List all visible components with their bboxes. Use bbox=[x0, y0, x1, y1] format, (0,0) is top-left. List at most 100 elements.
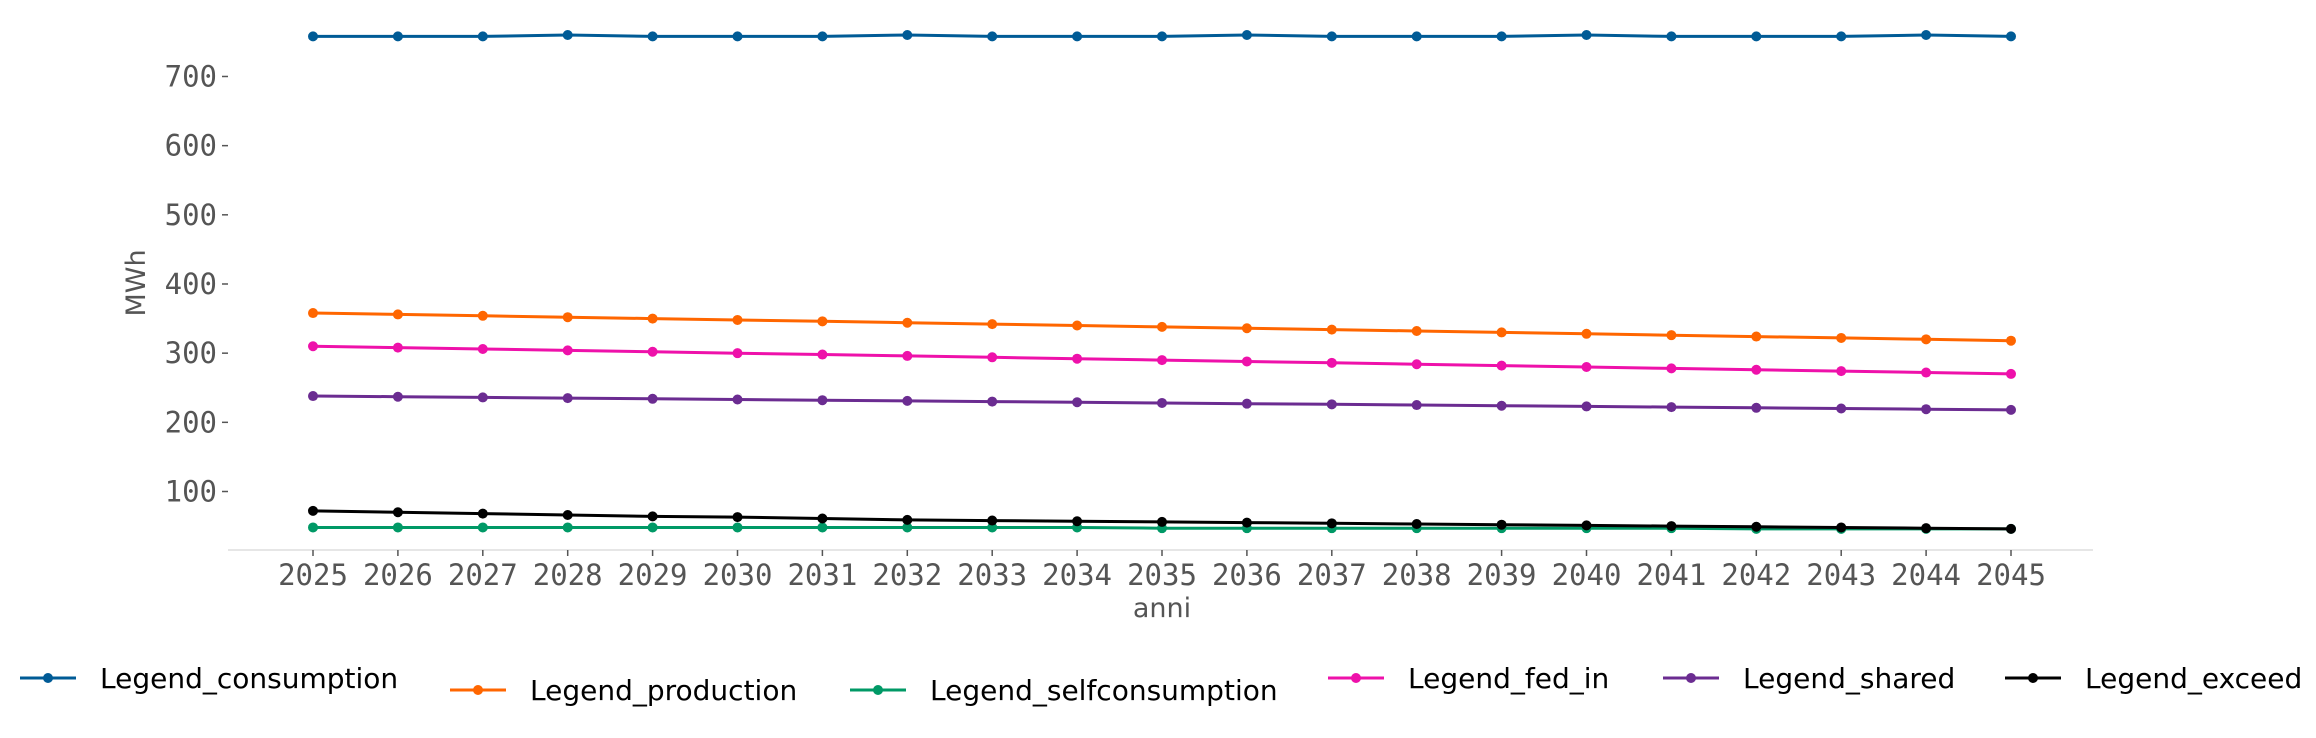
data-point bbox=[1326, 357, 1337, 368]
x-tick-label: 2042 bbox=[1721, 558, 1791, 592]
series-Legend_consumption bbox=[308, 29, 2016, 42]
data-point bbox=[1581, 401, 1592, 412]
data-point bbox=[1241, 398, 1252, 409]
series-Legend_shared bbox=[308, 391, 2016, 415]
data-point bbox=[1241, 29, 1252, 40]
data-point bbox=[1836, 366, 1847, 377]
series-Legend_fed_in bbox=[308, 341, 2016, 379]
data-point bbox=[477, 392, 488, 403]
x-tick-label: 2038 bbox=[1382, 558, 1452, 592]
data-point bbox=[732, 31, 743, 42]
data-point bbox=[2006, 368, 2016, 379]
legend: Legend_consumption Legend_production Legen… bbox=[20, 662, 2302, 707]
legend-label: Legend_shared bbox=[1743, 662, 1955, 695]
data-point bbox=[1666, 330, 1677, 341]
data-point bbox=[1326, 31, 1337, 42]
series-Legend_selfconsumption bbox=[308, 522, 2016, 534]
data-point bbox=[1751, 364, 1762, 375]
data-point bbox=[902, 29, 913, 40]
x-tick-label: 2044 bbox=[1891, 558, 1961, 592]
y-tick-label: 400 bbox=[165, 267, 217, 301]
legend-swatch-marker bbox=[1351, 673, 1361, 683]
data-point bbox=[1581, 29, 1592, 40]
x-tick-label: 2043 bbox=[1806, 558, 1876, 592]
data-point bbox=[1921, 404, 1932, 415]
data-point bbox=[392, 391, 403, 402]
data-point bbox=[987, 31, 998, 42]
data-point bbox=[562, 312, 573, 323]
x-tick-label: 2028 bbox=[533, 558, 603, 592]
legend-item: Legend_production bbox=[450, 674, 797, 707]
data-point bbox=[902, 350, 913, 361]
data-point bbox=[1157, 31, 1167, 42]
data-point bbox=[562, 29, 573, 40]
data-point bbox=[987, 352, 998, 363]
y-tick-label: 200 bbox=[165, 405, 217, 439]
data-point bbox=[902, 514, 913, 525]
series-Legend_exceed bbox=[308, 505, 2016, 534]
data-point bbox=[1157, 355, 1167, 366]
y-axis-label: MWh bbox=[121, 249, 152, 316]
data-point bbox=[1157, 516, 1167, 527]
data-point bbox=[817, 316, 828, 327]
data-point bbox=[1326, 324, 1337, 335]
data-point bbox=[308, 31, 318, 42]
data-point bbox=[1666, 402, 1677, 413]
data-point bbox=[647, 393, 658, 404]
data-point bbox=[902, 522, 913, 533]
data-point bbox=[562, 522, 573, 533]
y-tick-label: 300 bbox=[165, 336, 217, 370]
data-point bbox=[392, 507, 403, 518]
data-point bbox=[732, 522, 743, 533]
legend-label: Legend_production bbox=[530, 674, 797, 707]
data-point bbox=[392, 342, 403, 353]
data-point bbox=[647, 511, 658, 522]
data-point bbox=[1751, 521, 1762, 532]
data-point bbox=[1496, 327, 1507, 338]
y-tick-label: 700 bbox=[165, 59, 217, 93]
data-point bbox=[1751, 402, 1762, 413]
data-point bbox=[987, 522, 998, 533]
data-point bbox=[1496, 360, 1507, 371]
data-point bbox=[647, 313, 658, 324]
data-point bbox=[477, 522, 488, 533]
y-tick-label: 100 bbox=[165, 475, 217, 509]
data-point bbox=[1751, 331, 1762, 342]
legend-swatch-marker bbox=[2028, 673, 2038, 683]
data-point bbox=[1411, 31, 1422, 42]
legend-item: Legend_consumption bbox=[20, 662, 398, 695]
x-tick-label: 2035 bbox=[1127, 558, 1197, 592]
data-point bbox=[1072, 397, 1083, 408]
legend-label: Legend_consumption bbox=[100, 662, 398, 695]
data-point bbox=[1241, 356, 1252, 367]
data-point bbox=[987, 396, 998, 407]
data-point bbox=[1836, 31, 1847, 42]
data-point bbox=[1072, 31, 1083, 42]
data-point bbox=[987, 515, 998, 526]
data-point bbox=[477, 344, 488, 355]
data-point bbox=[392, 31, 403, 42]
x-tick-label: 2039 bbox=[1467, 558, 1537, 592]
data-point bbox=[1411, 359, 1422, 370]
data-point bbox=[392, 309, 403, 320]
data-point bbox=[1411, 400, 1422, 411]
data-point bbox=[1241, 517, 1252, 528]
data-point bbox=[562, 393, 573, 404]
data-point bbox=[1666, 31, 1677, 42]
data-point bbox=[1836, 332, 1847, 343]
data-point bbox=[1921, 367, 1932, 378]
data-point bbox=[817, 522, 828, 533]
data-point bbox=[2006, 335, 2016, 346]
data-point bbox=[1581, 520, 1592, 531]
data-point bbox=[817, 395, 828, 406]
data-point bbox=[1326, 518, 1337, 529]
data-point bbox=[732, 394, 743, 405]
data-point bbox=[1836, 403, 1847, 414]
x-tick-label: 2041 bbox=[1636, 558, 1706, 592]
data-point bbox=[2006, 404, 2016, 415]
data-point bbox=[902, 317, 913, 328]
legend-swatch-marker bbox=[873, 685, 883, 695]
data-point bbox=[308, 522, 318, 533]
legend-item: Legend_selfconsumption bbox=[850, 674, 1278, 707]
data-point bbox=[817, 513, 828, 524]
